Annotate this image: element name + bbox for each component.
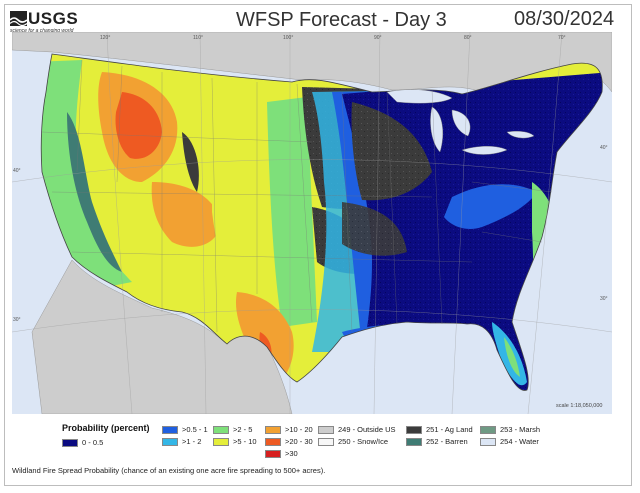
legend-item: 253 - Marsh bbox=[480, 425, 540, 434]
legend-item: >20 - 30 bbox=[265, 437, 313, 446]
logo-text: USGS bbox=[28, 9, 79, 28]
legend-swatch bbox=[265, 425, 281, 434]
legend-item: 252 - Barren bbox=[406, 437, 468, 446]
forecast-map: 120° 110° 100° 90° 80° 70° 40° 40° 30° 3… bbox=[12, 32, 612, 414]
legend-swatch bbox=[265, 449, 281, 458]
legend-swatch bbox=[265, 437, 281, 446]
legend-swatch bbox=[162, 425, 178, 434]
legend-item: >5 - 10 bbox=[213, 437, 257, 446]
lon-label-100: 100° bbox=[283, 35, 293, 41]
forecast-date: 08/30/2024 bbox=[514, 8, 615, 30]
lat-label-40-right: 40° bbox=[600, 145, 608, 151]
legend-item: >1 - 2 bbox=[162, 437, 201, 446]
legend-label: 253 - Marsh bbox=[500, 425, 541, 434]
legend-label: 0 - 0.5 bbox=[82, 438, 104, 447]
map-scale: scale 1:18,050,000 bbox=[556, 403, 603, 409]
usgs-wave-icon bbox=[10, 11, 27, 26]
legend-item: >2 - 5 bbox=[213, 425, 252, 434]
lake-superior bbox=[386, 89, 453, 104]
logo-tagline: science for a changing world bbox=[10, 28, 74, 34]
lake-huron bbox=[451, 109, 471, 137]
lake-erie bbox=[461, 146, 508, 155]
legend-item: 254 - Water bbox=[480, 437, 539, 446]
lon-label-90: 90° bbox=[374, 35, 382, 41]
legend-swatch bbox=[62, 438, 78, 447]
legend-item: 0 - 0.5 bbox=[62, 438, 103, 447]
page-title: WFSP Forecast - Day 3 bbox=[236, 9, 447, 31]
legend-swatch bbox=[162, 437, 178, 446]
legend-swatch bbox=[480, 437, 496, 446]
legend-item: >30 bbox=[265, 449, 298, 458]
legend-label: >20 - 30 bbox=[285, 437, 313, 446]
lon-label-80: 80° bbox=[464, 35, 472, 41]
state-boundaries bbox=[41, 59, 553, 333]
legend-label: >10 - 20 bbox=[285, 425, 313, 434]
legend-swatch bbox=[318, 437, 334, 446]
legend-label: 254 - Water bbox=[500, 437, 539, 446]
lon-label-70: 70° bbox=[558, 35, 566, 41]
lat-label-40-left: 40° bbox=[13, 168, 21, 174]
legend-swatch bbox=[213, 425, 229, 434]
legend-label: 250 - Snow/Ice bbox=[338, 437, 389, 446]
legend-item: 250 - Snow/Ice bbox=[318, 437, 388, 446]
lake-ontario bbox=[506, 131, 535, 139]
legend-label: >5 - 10 bbox=[233, 437, 257, 446]
legend-swatch bbox=[406, 437, 422, 446]
legend-item: 249 - Outside US bbox=[318, 425, 396, 434]
footnote: Wildland Fire Spread Probability (chance… bbox=[12, 466, 326, 475]
legend-label: >30 bbox=[285, 449, 298, 458]
lon-label-110: 110° bbox=[193, 35, 203, 41]
legend-swatch bbox=[213, 437, 229, 446]
legend-swatch bbox=[480, 425, 496, 434]
lon-label-120: 120° bbox=[100, 35, 110, 41]
legend-swatch bbox=[318, 425, 334, 434]
lake-michigan bbox=[430, 106, 443, 153]
legend-label: 249 - Outside US bbox=[338, 425, 396, 434]
lat-label-30-left: 30° bbox=[13, 317, 21, 323]
graticule bbox=[12, 32, 612, 414]
legend-item: 251 - Ag Land bbox=[406, 425, 473, 434]
legend-item: >10 - 20 bbox=[265, 425, 313, 434]
usgs-logo: USGS science for a changing world bbox=[10, 9, 90, 35]
legend-label: >1 - 2 bbox=[182, 437, 202, 446]
legend-label: >0.5 - 1 bbox=[182, 425, 208, 434]
legend-label: >2 - 5 bbox=[233, 425, 253, 434]
conus-outline bbox=[40, 53, 603, 391]
legend-label: 251 - Ag Land bbox=[426, 425, 473, 434]
legend-item: >0.5 - 1 bbox=[162, 425, 208, 434]
legend-title: Probability (percent) bbox=[62, 423, 150, 433]
legend-label: 252 - Barren bbox=[426, 437, 468, 446]
legend-swatch bbox=[406, 425, 422, 434]
lat-label-30-right: 30° bbox=[600, 296, 608, 302]
